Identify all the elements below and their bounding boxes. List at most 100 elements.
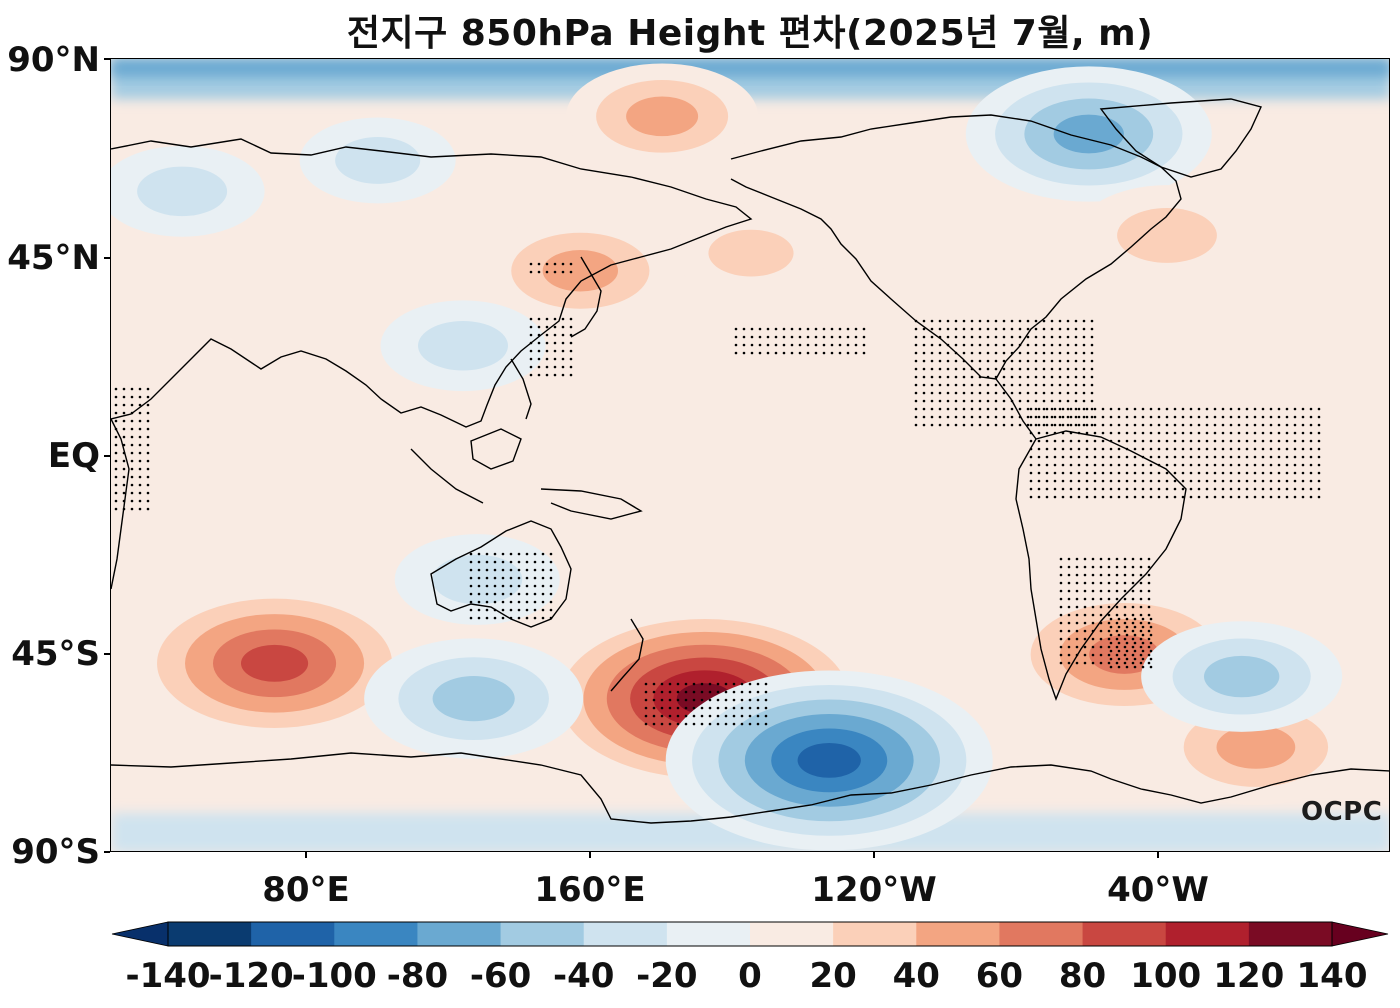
stipple-dot <box>138 403 142 407</box>
stipple-dot <box>517 592 521 596</box>
stipple-dot <box>1293 495 1297 499</box>
stipple-dot <box>1037 463 1041 467</box>
stipple-dot <box>676 690 680 694</box>
stipple-dot <box>130 483 134 487</box>
colorbar-segment <box>916 922 1000 946</box>
stipple-dot <box>970 319 974 323</box>
stipple-dot <box>138 411 142 415</box>
stipple-dot <box>1205 463 1209 467</box>
stipple-dot <box>660 706 664 710</box>
stipple-dot <box>854 327 858 331</box>
stipple-dot <box>700 682 704 686</box>
stipple-dot <box>1075 557 1079 561</box>
stipple-dot <box>1029 455 1033 459</box>
stipple-dot <box>1237 487 1241 491</box>
stipple-dot <box>1157 431 1161 435</box>
stipple-dot <box>1285 447 1289 451</box>
stipple-dot <box>1099 661 1103 665</box>
stipple-dot <box>561 317 565 321</box>
stipple-dot <box>114 403 118 407</box>
stipple-dot <box>938 415 942 419</box>
stipple-dot <box>1034 407 1038 411</box>
stipple-dot <box>946 383 950 387</box>
stipple-dot <box>545 317 549 321</box>
stipple-dot <box>1245 423 1249 427</box>
stipple-dot <box>130 403 134 407</box>
stipple-dot <box>1149 665 1153 669</box>
stipple-dot <box>1123 581 1127 585</box>
stipple-dot <box>1101 495 1105 499</box>
stipple-dot <box>1059 653 1063 657</box>
stipple-dot <box>1059 565 1063 569</box>
stipple-dot <box>1050 407 1054 411</box>
stipple-dot <box>525 560 529 564</box>
colorbar-tick-label: 60 <box>975 956 1024 996</box>
stipple-dot <box>1115 557 1119 561</box>
stipple-dot <box>1045 463 1049 467</box>
stipple-dot <box>1083 645 1087 649</box>
stipple-dot <box>1213 439 1217 443</box>
stipple-dot <box>1141 423 1145 427</box>
stipple-dot <box>501 576 505 580</box>
stipple-dot <box>1141 431 1145 435</box>
stipple-dot <box>529 325 533 329</box>
stipple-dot <box>1050 359 1054 363</box>
colorbar-tick-label: 120 <box>1213 956 1285 996</box>
stipple-dot <box>1261 487 1265 491</box>
stipple-dot <box>561 262 565 266</box>
stipple-dot <box>1067 621 1071 625</box>
stipple-dot <box>1002 351 1006 355</box>
stipple-dot <box>130 467 134 471</box>
stipple-dot <box>477 600 481 604</box>
stipple-dot <box>1149 407 1153 411</box>
colorbar-segment <box>334 922 418 946</box>
stipple-dot <box>692 714 696 718</box>
stipple-dot <box>946 375 950 379</box>
stipple-dot <box>1050 375 1054 379</box>
stipple-dot <box>537 262 541 266</box>
stipple-dot <box>509 600 513 604</box>
stipple-dot <box>1139 565 1143 569</box>
coastline-philippines <box>510 358 532 420</box>
stipple-dot <box>724 682 728 686</box>
lon-label-120w: 120°W <box>811 870 937 910</box>
stipple-dot <box>138 427 142 431</box>
stipple-dot <box>1117 407 1121 411</box>
colorbar-tick-label: -120 <box>208 956 294 996</box>
stipple-dot <box>1123 565 1127 569</box>
stipple-dot <box>914 399 918 403</box>
stipple-dot <box>1074 367 1078 371</box>
stipple-dot <box>954 375 958 379</box>
stipple-dot <box>1245 407 1249 411</box>
stipple-dot <box>1099 629 1103 633</box>
stipple-dot <box>1221 479 1225 483</box>
stipple-dot <box>1123 557 1127 561</box>
stipple-dot <box>962 343 966 347</box>
stipple-dot <box>1317 439 1321 443</box>
stipple-dot <box>1131 565 1135 569</box>
stipple-dot <box>1197 423 1201 427</box>
stipple-dot <box>1181 423 1185 427</box>
stipple-dot <box>954 415 958 419</box>
stipple-dot <box>529 317 533 321</box>
stipple-dot <box>1029 415 1033 419</box>
stipple-dot <box>1285 463 1289 467</box>
stipple-dot <box>1149 423 1153 427</box>
stipple-dot <box>1091 581 1095 585</box>
stipple-dot <box>485 552 489 556</box>
stipple-dot <box>122 395 126 399</box>
colorbar-tick-label: 0 <box>738 956 762 996</box>
stipple-dot <box>525 552 529 556</box>
stipple-dot <box>1077 415 1081 419</box>
stipple-dot <box>485 576 489 580</box>
stipple-dot <box>922 391 926 395</box>
stipple-dot <box>553 341 557 345</box>
stipple-dot <box>1139 637 1143 641</box>
stipple-dot <box>537 357 541 361</box>
stipple-dot <box>814 343 818 347</box>
stipple-dot <box>1165 495 1169 499</box>
stipple-dot <box>994 415 998 419</box>
coastline-northamerica <box>730 114 1182 380</box>
stipple-dot <box>1309 463 1313 467</box>
stipple-dot <box>1229 487 1233 491</box>
